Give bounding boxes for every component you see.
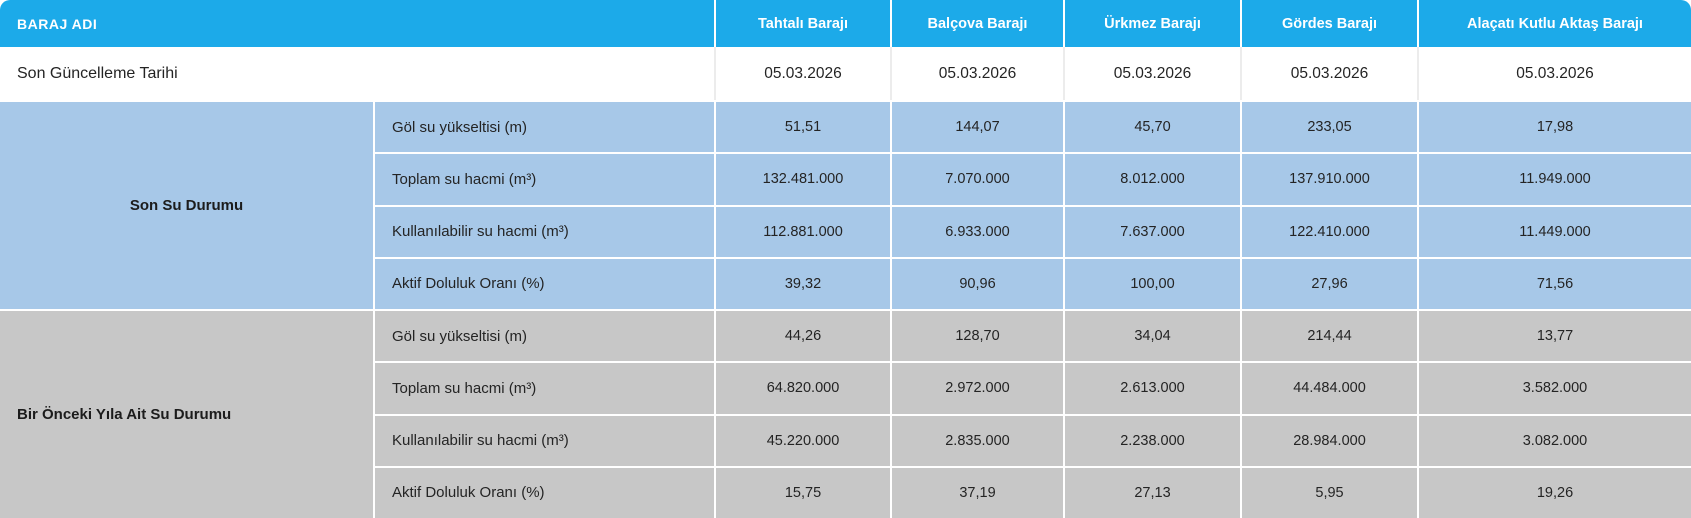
value-cell: 7.070.000 bbox=[890, 152, 1063, 205]
value-cell: 28.984.000 bbox=[1240, 413, 1417, 466]
value-cell: 13,77 bbox=[1417, 309, 1691, 362]
value-cell: 233,05 bbox=[1240, 100, 1417, 153]
value-cell: 15,75 bbox=[714, 465, 890, 518]
header-col-alacati-kutlu-aktas-baraji: Alaçatı Kutlu Aktaş Barajı bbox=[1417, 0, 1691, 47]
value-cell: 39,32 bbox=[714, 256, 890, 309]
value-cell: 2.972.000 bbox=[890, 361, 1063, 414]
value-cell: 214,44 bbox=[1240, 309, 1417, 362]
value-cell: 137.910.000 bbox=[1240, 152, 1417, 205]
value-cell: 71,56 bbox=[1417, 256, 1691, 309]
value-cell: 7.637.000 bbox=[1063, 204, 1240, 257]
value-cell: 3.082.000 bbox=[1417, 413, 1691, 466]
value-cell: 128,70 bbox=[890, 309, 1063, 362]
date-value-cell: 05.03.2026 bbox=[1240, 47, 1417, 100]
value-cell: 8.012.000 bbox=[1063, 152, 1240, 205]
value-cell: 11.949.000 bbox=[1417, 152, 1691, 205]
value-cell: 100,00 bbox=[1063, 256, 1240, 309]
header-col-urkmez-baraji: Ürkmez Barajı bbox=[1063, 0, 1240, 47]
value-cell: 45.220.000 bbox=[714, 413, 890, 466]
value-cell: 144,07 bbox=[890, 100, 1063, 153]
value-cell: 64.820.000 bbox=[714, 361, 890, 414]
value-cell: 112.881.000 bbox=[714, 204, 890, 257]
metric-label: Göl su yükseltisi (m) bbox=[373, 309, 714, 362]
value-cell: 90,96 bbox=[890, 256, 1063, 309]
value-cell: 27,13 bbox=[1063, 465, 1240, 518]
header-col-balcova-baraji: Balçova Barajı bbox=[890, 0, 1063, 47]
value-cell: 34,04 bbox=[1063, 309, 1240, 362]
value-cell: 3.582.000 bbox=[1417, 361, 1691, 414]
value-cell: 27,96 bbox=[1240, 256, 1417, 309]
metric-label: Toplam su hacmi (m³) bbox=[373, 361, 714, 414]
metric-label: Kullanılabilir su hacmi (m³) bbox=[373, 413, 714, 466]
metric-label: Göl su yükseltisi (m) bbox=[373, 100, 714, 153]
metric-label: Kullanılabilir su hacmi (m³) bbox=[373, 204, 714, 257]
metric-label: Aktif Doluluk Oranı (%) bbox=[373, 465, 714, 518]
date-value-cell: 05.03.2026 bbox=[714, 47, 890, 100]
section-label-bir-onceki-yila-ait-su-durumu: Bir Önceki Yıla Ait Su Durumu bbox=[0, 309, 373, 518]
date-row-label: Son Güncelleme Tarihi bbox=[0, 47, 714, 100]
value-cell: 44,26 bbox=[714, 309, 890, 362]
value-cell: 2.238.000 bbox=[1063, 413, 1240, 466]
value-cell: 132.481.000 bbox=[714, 152, 890, 205]
value-cell: 51,51 bbox=[714, 100, 890, 153]
value-cell: 5,95 bbox=[1240, 465, 1417, 518]
value-cell: 2.835.000 bbox=[890, 413, 1063, 466]
value-cell: 2.613.000 bbox=[1063, 361, 1240, 414]
metric-label: Toplam su hacmi (m³) bbox=[373, 152, 714, 205]
metric-label: Aktif Doluluk Oranı (%) bbox=[373, 256, 714, 309]
date-value-cell: 05.03.2026 bbox=[890, 47, 1063, 100]
value-cell: 17,98 bbox=[1417, 100, 1691, 153]
date-value-cell: 05.03.2026 bbox=[1063, 47, 1240, 100]
header-col-gordes-baraji: Gördes Barajı bbox=[1240, 0, 1417, 47]
section-label-son-su-durumu: Son Su Durumu bbox=[0, 100, 373, 309]
value-cell: 37,19 bbox=[890, 465, 1063, 518]
value-cell: 122.410.000 bbox=[1240, 204, 1417, 257]
value-cell: 6.933.000 bbox=[890, 204, 1063, 257]
header-baraj-adi: BARAJ ADI bbox=[0, 0, 714, 47]
value-cell: 11.449.000 bbox=[1417, 204, 1691, 257]
date-value-cell: 05.03.2026 bbox=[1417, 47, 1691, 100]
value-cell: 45,70 bbox=[1063, 100, 1240, 153]
header-col-tahtali-baraji: Tahtalı Barajı bbox=[714, 0, 890, 47]
value-cell: 44.484.000 bbox=[1240, 361, 1417, 414]
value-cell: 19,26 bbox=[1417, 465, 1691, 518]
